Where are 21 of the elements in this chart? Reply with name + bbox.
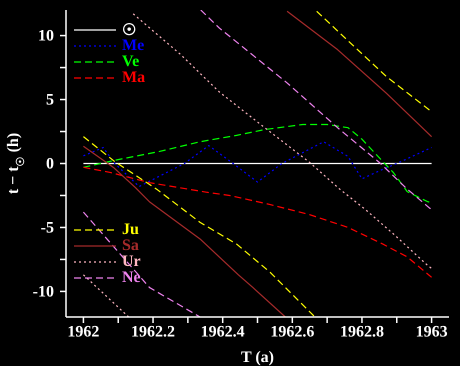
x-tick-label: 1962.2 — [131, 323, 176, 340]
x-tick-label: 1962.6 — [270, 323, 314, 340]
legend-label: Ju — [122, 221, 139, 239]
legend-label: Ve — [122, 53, 140, 71]
legend-label: Ne — [122, 269, 141, 287]
x-tick-label: 1963 — [416, 323, 448, 340]
y-tick-label: 0 — [46, 156, 54, 172]
y-tick-label: -10 — [32, 283, 54, 300]
x-tick-label: 1962 — [67, 323, 100, 340]
legend-label: ☉ — [122, 21, 136, 40]
x-tick-label: 1962.8 — [340, 323, 384, 340]
legend-label: Me — [122, 37, 144, 55]
y-tick-label: -5 — [40, 219, 54, 236]
line-series — [82, 141, 432, 188]
x-tick-label: 1962.4 — [200, 323, 245, 340]
legend-label: Ur — [122, 253, 141, 271]
y-tick-label: 10 — [38, 28, 54, 45]
x-axis-title: T (a) — [240, 349, 274, 366]
legend-label: Ma — [122, 69, 146, 87]
y-tick-label: 5 — [46, 92, 54, 109]
legend-label: Sa — [122, 237, 139, 255]
